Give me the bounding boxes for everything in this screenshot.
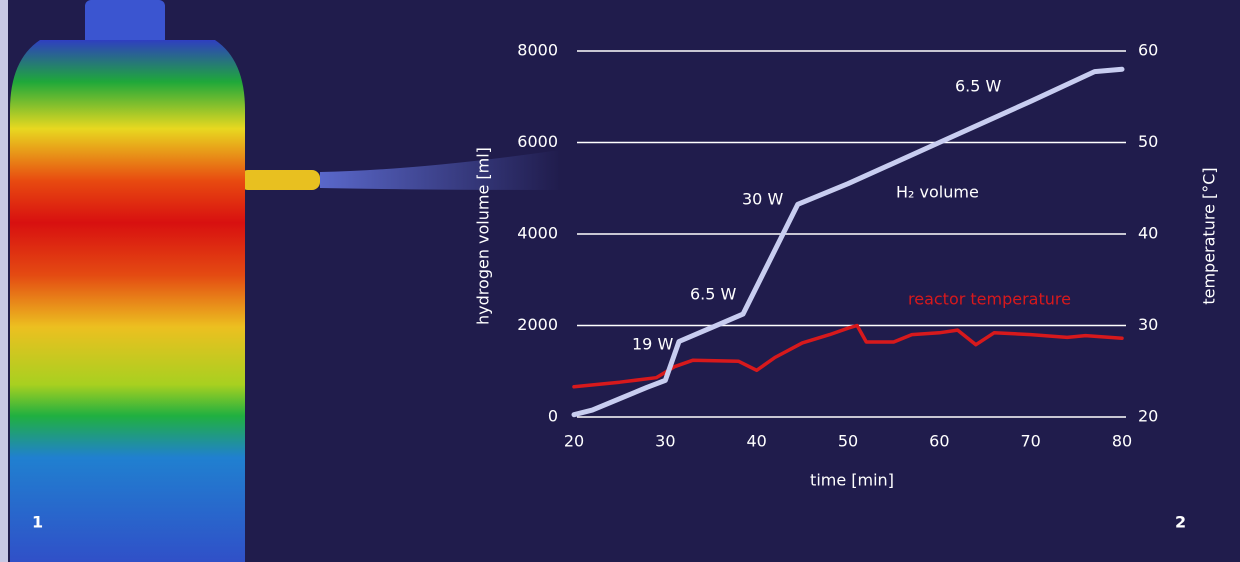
- x-tick-label: 30: [655, 432, 675, 451]
- y2-tick-label: 60: [1138, 41, 1158, 60]
- series-label: H₂ volume: [896, 183, 979, 202]
- x-axis-label: time [min]: [810, 471, 894, 490]
- annotation: 30 W: [742, 190, 783, 209]
- series-label: reactor temperature: [908, 290, 1071, 309]
- x-tick-label: 70: [1020, 432, 1040, 451]
- annotation: 6.5 W: [955, 77, 1002, 96]
- y2-tick-label: 40: [1138, 224, 1158, 243]
- y-tick-label: 8000: [517, 41, 558, 60]
- x-tick-label: 50: [838, 432, 858, 451]
- panel-label: 1: [32, 513, 43, 532]
- y-axis-label: hydrogen volume [ml]: [474, 147, 493, 325]
- y-tick-label: 2000: [517, 315, 558, 334]
- annotation: 19 W: [632, 335, 673, 354]
- y2-axis-label: temperature [°C]: [1200, 167, 1219, 304]
- x-tick-label: 80: [1112, 432, 1132, 451]
- y2-tick-label: 20: [1138, 407, 1158, 426]
- panel-label: 2: [1175, 513, 1186, 532]
- y-tick-label: 4000: [517, 224, 558, 243]
- x-tick-label: 60: [929, 432, 949, 451]
- y-tick-label: 0: [548, 407, 558, 426]
- x-tick-label: 20: [564, 432, 584, 451]
- y-tick-label: 6000: [517, 132, 558, 151]
- annotation: 6.5 W: [690, 285, 737, 304]
- data-line: [571, 66, 1125, 418]
- data-line: [572, 323, 1124, 389]
- x-tick-label: 40: [746, 432, 766, 451]
- y2-tick-label: 30: [1138, 315, 1158, 334]
- y2-tick-label: 50: [1138, 132, 1158, 151]
- edge-strip: [0, 0, 8, 562]
- thermal-image: [10, 0, 560, 562]
- plot: hydrogen volume [ml] temperature [°C] ti…: [32, 41, 1219, 532]
